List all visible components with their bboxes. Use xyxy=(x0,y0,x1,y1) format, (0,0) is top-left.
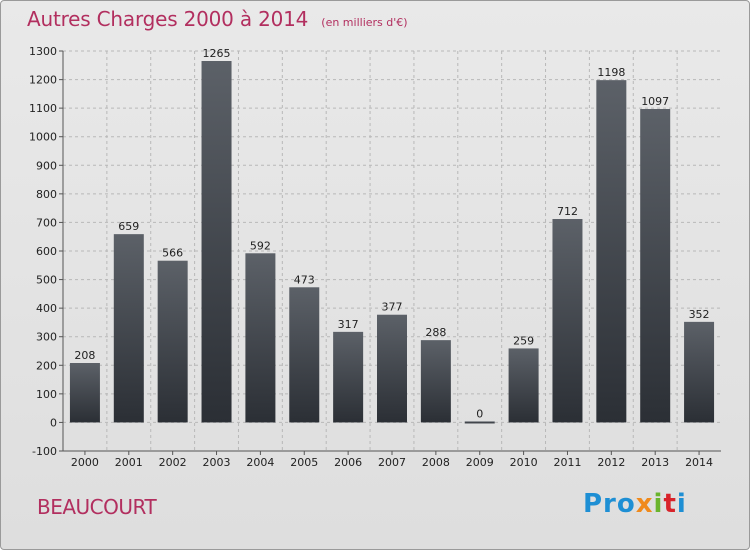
x-tick-label: 2001 xyxy=(115,456,143,469)
bar xyxy=(684,321,715,423)
chart-title: Autres Charges 2000 à 2014 xyxy=(27,7,309,31)
label-layer: 208 659 566 1265 592 473 317 377 288 0 259 712 1198 1… xyxy=(74,47,709,420)
bar xyxy=(157,260,188,423)
bar-value-label: 377 xyxy=(382,301,403,314)
bar xyxy=(201,61,232,423)
logo-part: i xyxy=(676,489,687,519)
bar xyxy=(420,340,451,423)
logo-part: i xyxy=(653,489,664,519)
y-tick-label: 1000 xyxy=(29,131,57,144)
y-tick-label: -100 xyxy=(32,445,57,458)
y-tick-label: 1200 xyxy=(29,74,57,87)
bar xyxy=(640,109,671,423)
bar-value-label: 659 xyxy=(118,220,139,233)
y-tick-label: 300 xyxy=(36,331,57,344)
y-tick-label: 700 xyxy=(36,216,57,229)
proxiti-logo: Proxiti xyxy=(583,489,687,519)
x-tick-label: 2005 xyxy=(290,456,318,469)
bar-layer xyxy=(69,61,715,424)
bar xyxy=(464,421,495,424)
bar-value-label: 208 xyxy=(74,349,95,362)
bar xyxy=(552,219,583,423)
chart-subtitle: (en milliers d'€) xyxy=(321,16,408,29)
y-tick-label: 800 xyxy=(36,188,57,201)
commune-name: BEAUCOURT xyxy=(37,495,157,519)
x-tick-label: 2009 xyxy=(466,456,494,469)
x-tick-label: 2014 xyxy=(685,456,713,469)
bar-value-label: 1265 xyxy=(203,47,231,60)
y-tick-label: 1100 xyxy=(29,102,57,115)
bar-value-label: 1097 xyxy=(641,95,669,108)
x-tick-label: 2002 xyxy=(159,456,187,469)
x-tick-label: 2013 xyxy=(641,456,669,469)
x-tick-label: 2007 xyxy=(378,456,406,469)
bar-value-label: 1198 xyxy=(597,66,625,79)
y-tick-label: 1300 xyxy=(29,45,57,58)
bar xyxy=(69,363,100,423)
bar xyxy=(113,234,144,423)
x-tick-label: 2003 xyxy=(203,456,231,469)
x-tick-label: 2006 xyxy=(334,456,362,469)
bar xyxy=(377,314,407,423)
logo-part: Pro xyxy=(583,489,636,519)
bar-value-label: 259 xyxy=(513,334,534,347)
y-tick-label: 200 xyxy=(36,359,57,372)
axis-layer: -100 0 100 200 300 400 500 600 700 800 900 1000 1100… xyxy=(29,45,721,469)
y-tick-label: 400 xyxy=(36,302,57,315)
x-tick-label: 2011 xyxy=(553,456,581,469)
y-tick-label: 600 xyxy=(36,245,57,258)
x-tick-label: 2004 xyxy=(246,456,274,469)
bar-value-label: 317 xyxy=(338,318,359,331)
logo-part: t xyxy=(663,489,677,519)
bar-value-label: 566 xyxy=(162,247,183,260)
x-tick-label: 2010 xyxy=(510,456,538,469)
logo-part: x xyxy=(635,489,654,519)
y-tick-label: 900 xyxy=(36,159,57,172)
bar-value-label: 288 xyxy=(425,326,446,339)
bar-value-label: 0 xyxy=(476,407,483,420)
bar xyxy=(596,80,627,423)
bar xyxy=(289,287,320,423)
bar-value-label: 352 xyxy=(689,308,710,321)
x-tick-label: 2000 xyxy=(71,456,99,469)
bar xyxy=(508,348,539,423)
bar-value-label: 592 xyxy=(250,239,271,252)
y-tick-label: 100 xyxy=(36,388,57,401)
x-tick-label: 2012 xyxy=(597,456,625,469)
bar-value-label: 712 xyxy=(557,205,578,218)
bar xyxy=(333,331,364,423)
x-tick-label: 2008 xyxy=(422,456,450,469)
y-tick-label: 500 xyxy=(36,274,57,287)
y-tick-label: 0 xyxy=(50,416,57,429)
chart-title-block: Autres Charges 2000 à 2014 (en milliers … xyxy=(27,7,408,31)
bar xyxy=(245,253,276,423)
bar-value-label: 473 xyxy=(294,273,315,286)
